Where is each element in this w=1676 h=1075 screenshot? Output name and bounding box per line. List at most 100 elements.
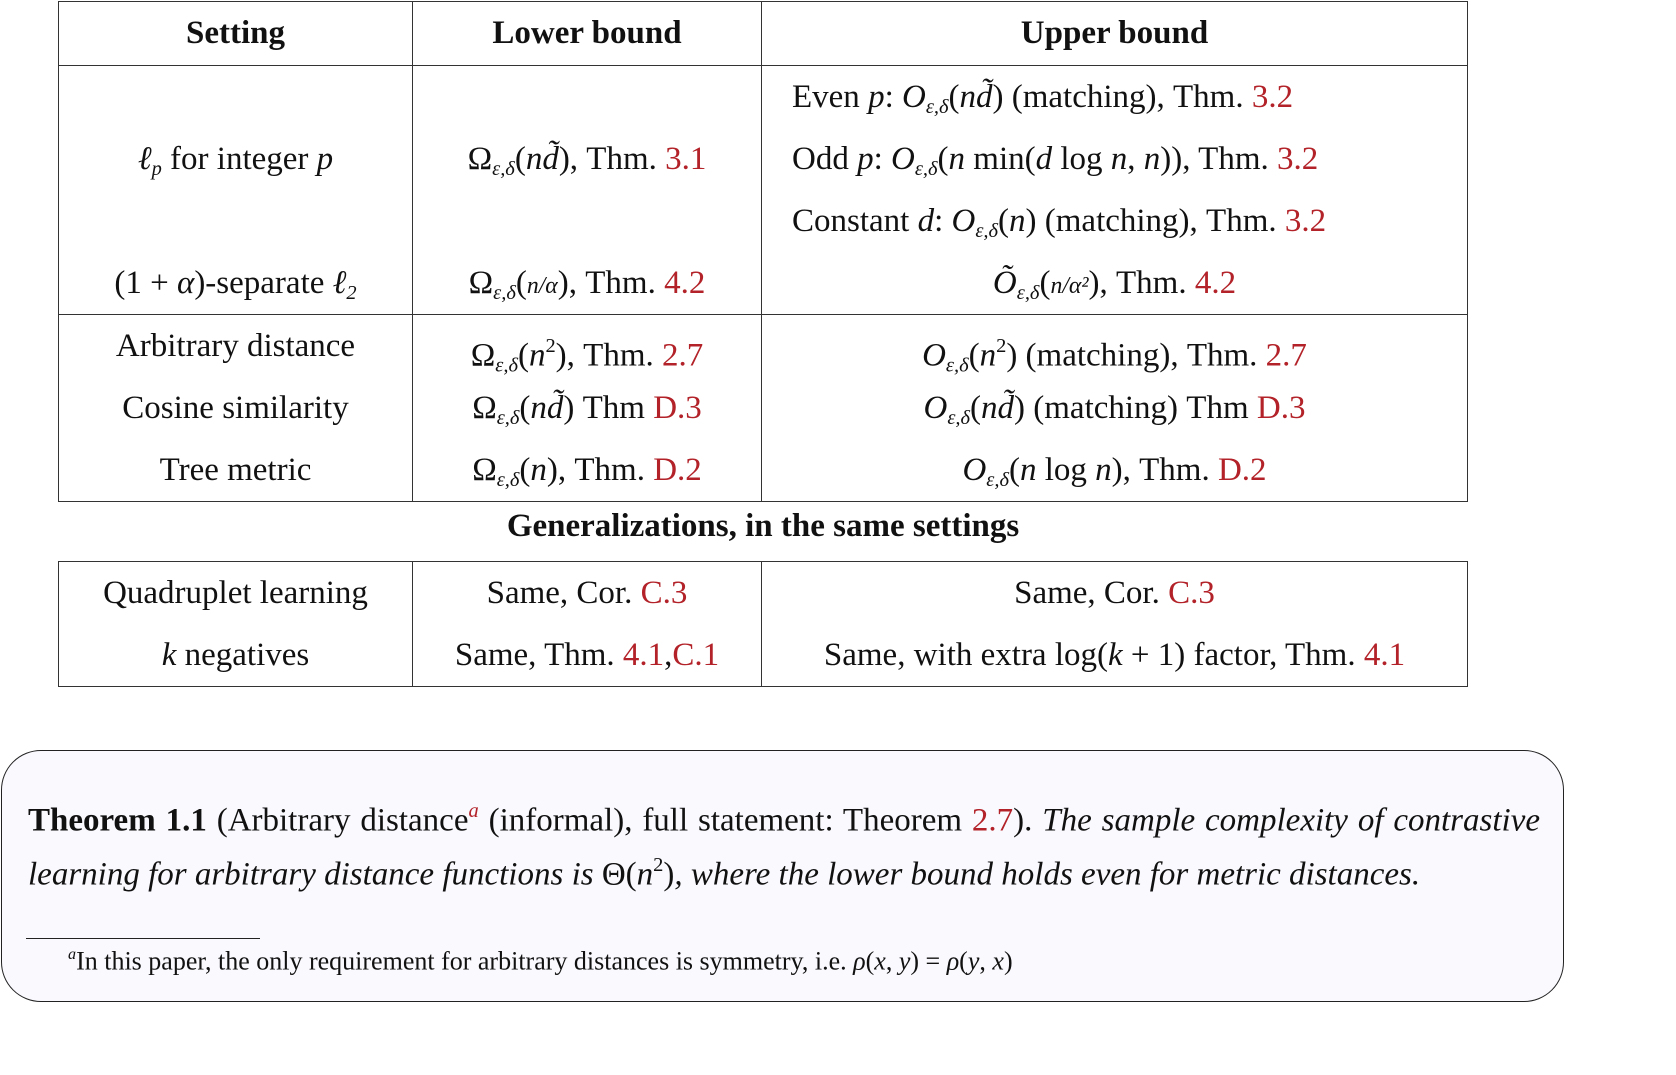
reference-link[interactable]: D.3 [653, 390, 702, 426]
text-segment: ), Thm. [557, 265, 665, 301]
lower-cell: Ωε,δ(n2), Thm. 2.7 [413, 315, 762, 377]
reference-link[interactable]: 2.7 [662, 337, 704, 374]
table-body: Quadruplet learning Same, Cor. C.3 Same, C… [59, 562, 1467, 686]
reference-link[interactable]: 4.2 [664, 265, 706, 301]
text-segment: nd̃ [981, 390, 1015, 426]
text-segment: + 1) factor, Thm. [1122, 637, 1364, 673]
upper-cell: Oε,δ(n log n), Thm. D.2 [762, 439, 1467, 501]
text-segment: ℓ [137, 141, 152, 177]
setting-cell: ℓp for integer p [59, 128, 413, 190]
reference-link[interactable]: 2.7 [1265, 337, 1307, 374]
text-segment: ) [663, 856, 675, 893]
reference-link[interactable]: D.3 [1256, 390, 1306, 426]
reference-link[interactable]: C.1 [672, 637, 720, 673]
text-segment: ε,δ [492, 158, 515, 181]
setting-cell: Tree metric [59, 439, 413, 501]
text-segment: The sample com­plexity of contrastive le… [28, 802, 1540, 893]
upper-cell: Constant d: Oε,δ(n) (matching), Thm. 3.2 [762, 190, 1467, 252]
text-segment: 2 [545, 335, 556, 357]
setting-cell: (1 + α)-separate ℓ2 [59, 252, 413, 314]
text-segment: p [868, 79, 885, 115]
theorem-statement: Theorem 1.1 (Arbitrary distancea (inform… [28, 789, 1540, 898]
text-segment: ℓ [332, 265, 347, 301]
table-body: Even p: Oε,δ(nd̃) (matching), Thm. 3.2 ℓp… [59, 66, 1467, 501]
text-segment: α [176, 265, 195, 301]
bounds-table: Setting Lower bound Upper bound Even p: … [58, 1, 1468, 502]
text-segment: Constant [792, 203, 918, 239]
lower-cell: Ωε,δ(nd̃), Thm. 3.1 [413, 128, 762, 190]
text-segment: ε,δ [947, 407, 971, 430]
header-lower-bound: Lower bound [413, 2, 762, 65]
text-segment: Ω [470, 337, 496, 374]
reference-link[interactable]: 2.7 [971, 802, 1014, 839]
lower-cell: Same, Thm. 4.1,C.1 [413, 624, 762, 686]
text-segment: In this paper, the only requirement for … [76, 946, 854, 976]
text-segment: x [874, 946, 886, 976]
setting-cell: Arbitrary distance [59, 315, 413, 377]
text-segment: ( [968, 337, 980, 374]
text-segment: , [979, 946, 993, 976]
reference-link[interactable]: 3.1 [665, 141, 707, 177]
reference-link[interactable]: D.2 [1217, 452, 1267, 488]
text-segment: ), Thm. [558, 141, 666, 177]
text-segment: ε,δ [495, 354, 518, 377]
text-segment: Ω [472, 452, 497, 488]
table-row: Arbitrary distance Ωε,δ(n2), Thm. 2.7 Oε,δ… [59, 315, 1467, 377]
text-segment: ( [515, 265, 527, 301]
text-segment: ( [865, 946, 875, 976]
reference-link[interactable]: D.2 [653, 452, 702, 488]
text-segment: negatives [176, 637, 310, 673]
text-segment: n [1110, 141, 1128, 177]
theorem-box: Theorem 1.1 (Arbitrary distancea (inform… [1, 750, 1564, 1002]
text-segment: ), Thm. [546, 452, 654, 488]
text-segment: ) = [910, 946, 947, 976]
text-segment: ), Thm. [555, 337, 662, 374]
reference-link[interactable]: 4.2 [1194, 265, 1237, 301]
reference-link[interactable]: 3.2 [1251, 79, 1294, 115]
text-segment: ρ [853, 946, 866, 976]
reference-link[interactable]: C.3 [1168, 575, 1215, 611]
text-segment: O [922, 337, 946, 374]
text-segment: Theorem 1.1 [28, 802, 207, 839]
footnote: aIn this paper, the only requirement for… [68, 946, 1013, 976]
reference-link[interactable]: 4.1 [1363, 637, 1406, 673]
setting-cell: Quadruplet learning [59, 562, 413, 624]
text-segment: ε,δ [925, 96, 949, 119]
text-segment: O [951, 203, 976, 239]
text-segment: Same, with extra log( [823, 637, 1108, 673]
footnote-rule [26, 938, 260, 939]
text-segment: p [151, 158, 162, 181]
text-segment: min( [965, 141, 1036, 177]
text-segment: y [898, 946, 911, 976]
text-segment: ) Thm [563, 390, 654, 426]
text-segment: O [923, 390, 948, 426]
text-segment: ε,δ [914, 158, 938, 181]
text-segment: ( [959, 946, 968, 976]
reference-link[interactable]: 4.1 [622, 637, 665, 673]
text-segment: Same, Cor. [1014, 575, 1169, 611]
upper-cell: Odd p: Oε,δ(n min(d log n, n)), Thm. 3.2 [762, 128, 1467, 190]
text-segment: y [967, 946, 980, 976]
text-segment: )), Thm. [1160, 141, 1277, 177]
table-row: k negatives Same, Thm. 4.1,C.1 Same, with … [59, 624, 1467, 686]
reference-link[interactable]: a [468, 800, 479, 822]
text-segment: for integer [161, 141, 317, 177]
text-segment: : [873, 141, 892, 177]
lower-cell: Ωε,δ(n/α), Thm. 4.2 [413, 252, 762, 314]
generalizations-table: Quadruplet learning Same, Cor. C.3 Same, C… [58, 561, 1468, 687]
reference-link[interactable]: 3.2 [1284, 203, 1327, 239]
text-segment: ε,δ [975, 220, 999, 243]
text-segment: Θ( [601, 856, 637, 893]
reference-link[interactable]: 3.2 [1277, 141, 1319, 177]
text-segment: , [1127, 141, 1144, 177]
text-segment: ( [514, 141, 526, 177]
upper-cell: Oε,δ(n2) (matching), Thm. 2.7 [762, 315, 1467, 377]
reference-link[interactable]: C.3 [640, 575, 688, 611]
text-segment: , [664, 637, 673, 673]
text-segment: a [68, 946, 77, 963]
lower-cell: Same, Cor. C.3 [413, 562, 762, 624]
text-segment: p [316, 141, 334, 177]
text-segment: ε,δ [1016, 282, 1040, 305]
text-segment: O [901, 79, 926, 115]
text-segment: (Arbitrary distance [206, 802, 469, 839]
